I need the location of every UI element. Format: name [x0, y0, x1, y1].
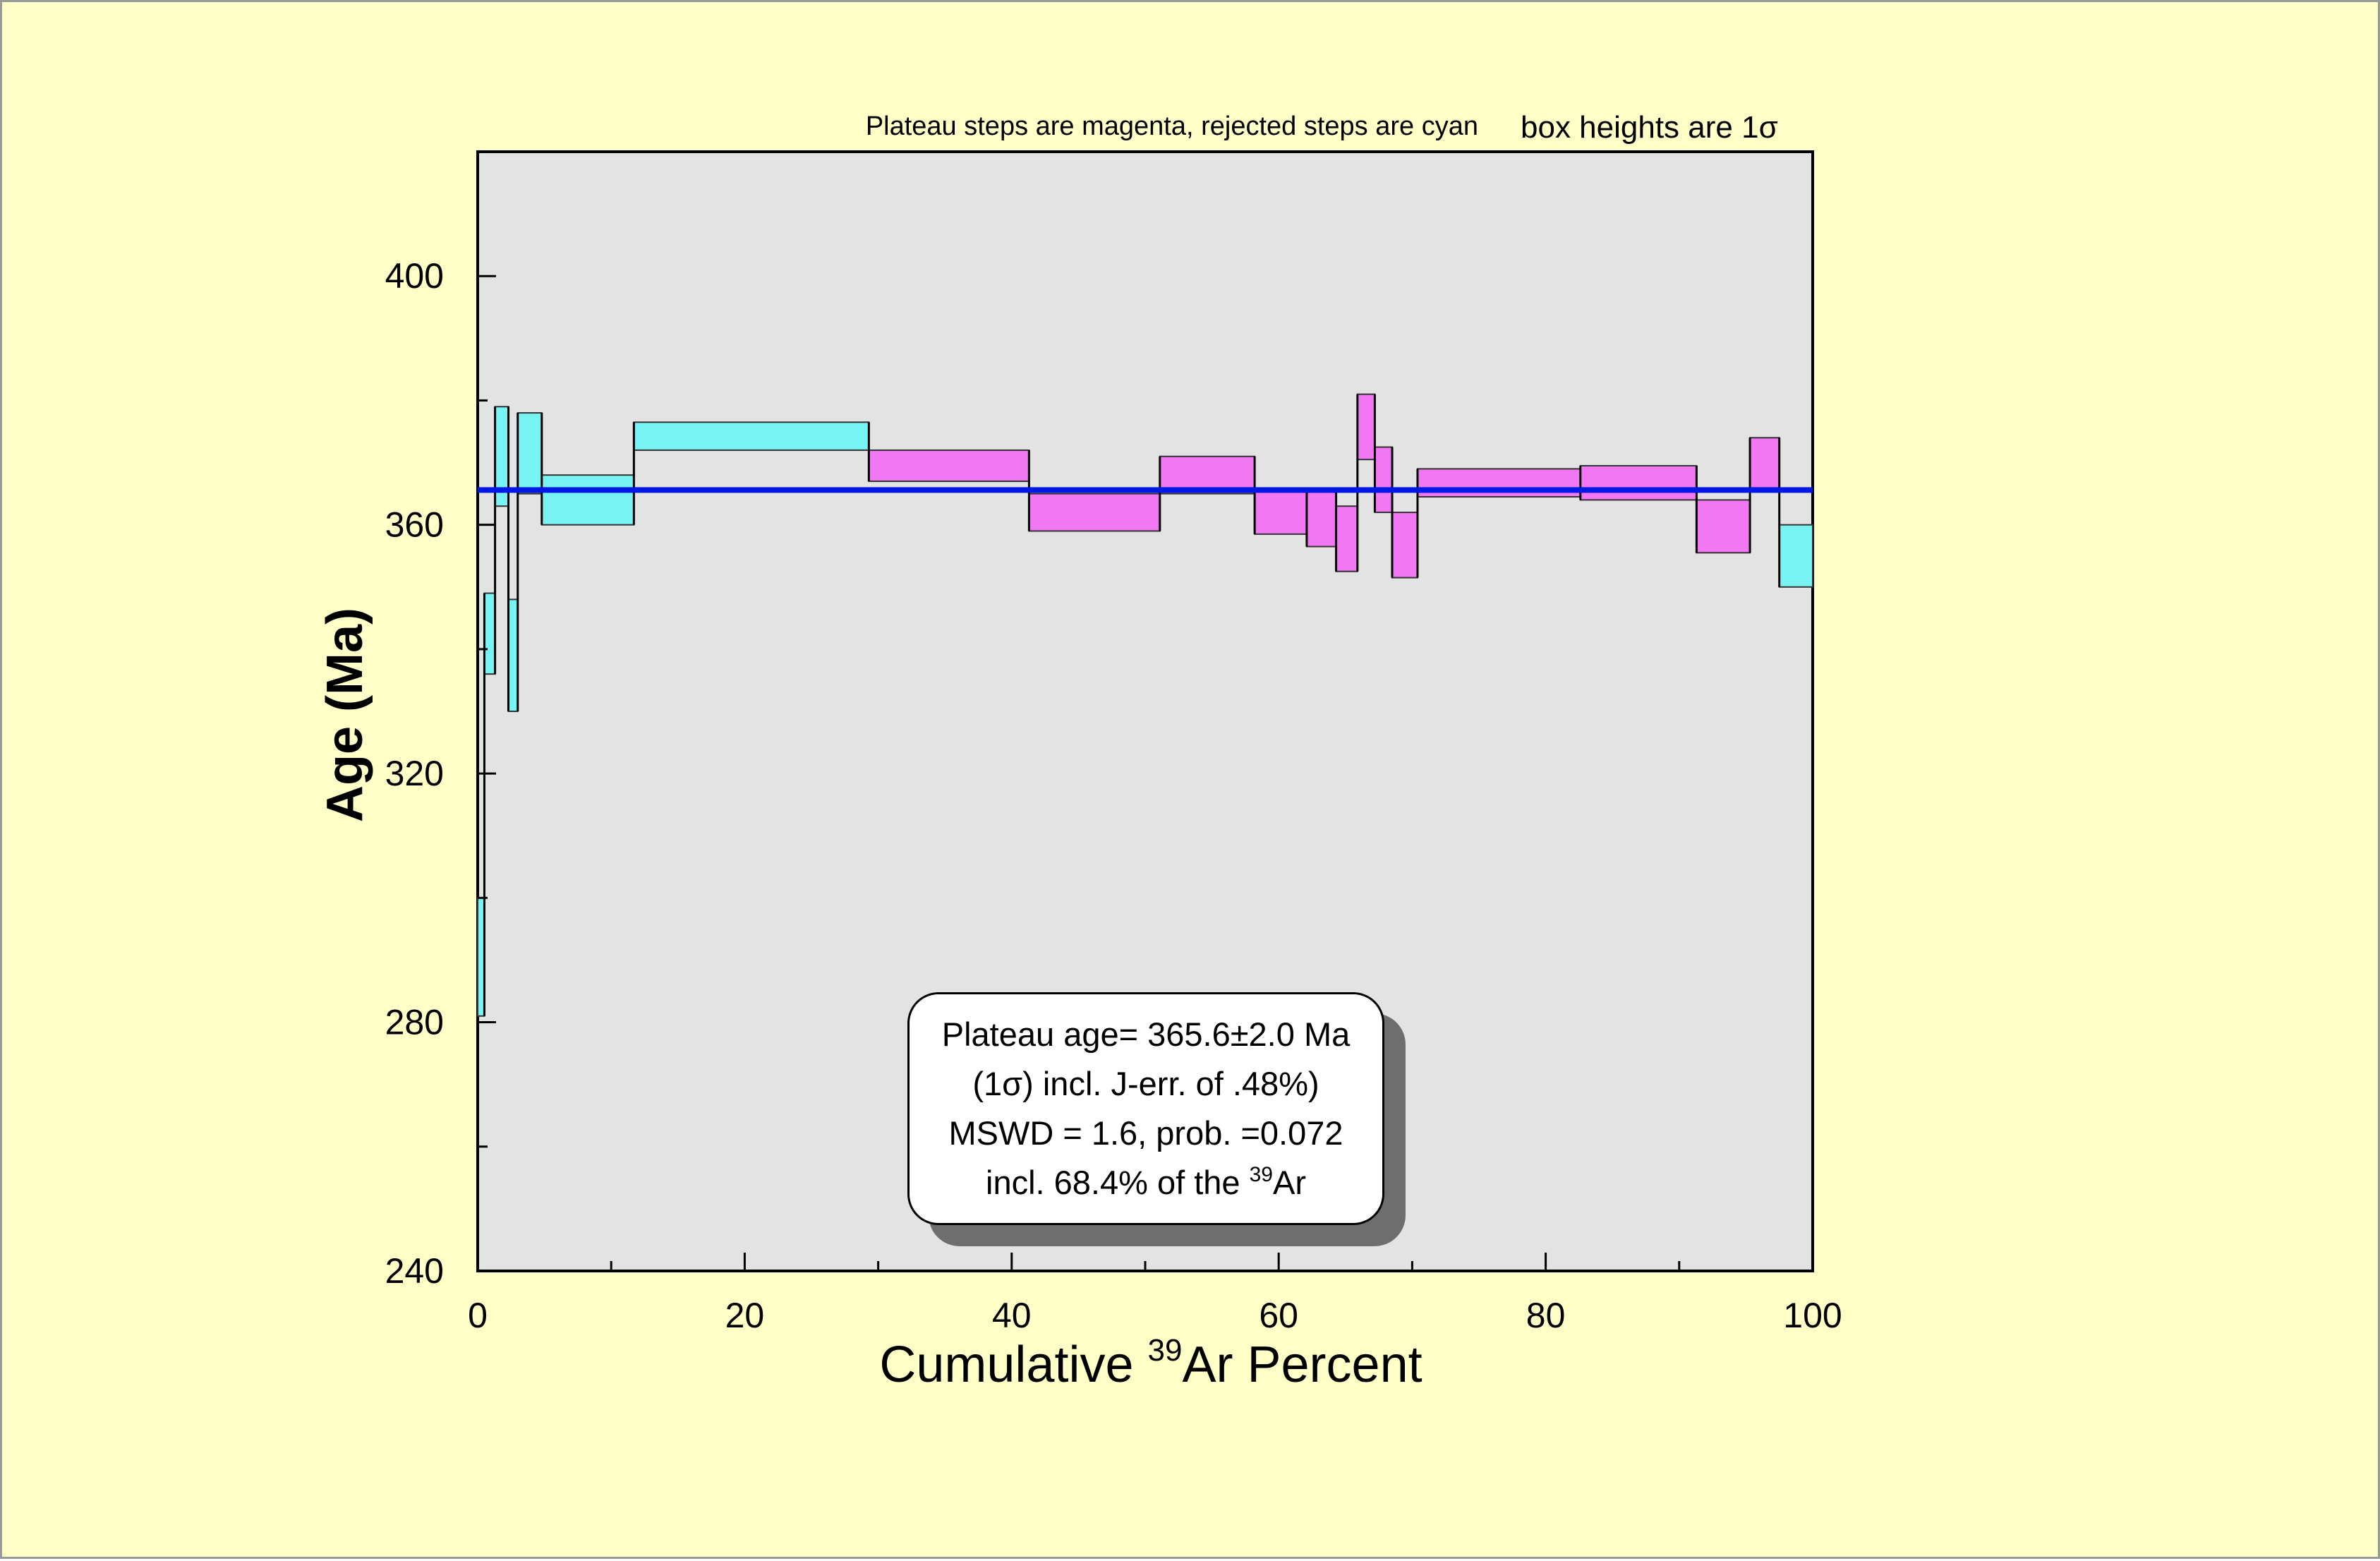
x-axis-title-end: Ar Percent: [1182, 1337, 1422, 1393]
y-tick-label: 240: [385, 1251, 444, 1291]
plateau-step-18: [1579, 464, 1698, 501]
plateau-step-12: [1305, 490, 1337, 548]
rejected-step-7: [633, 421, 870, 451]
plateau-info-box: Plateau age= 365.6±2.0 Ma (1σ) incl. J-e…: [907, 992, 1384, 1225]
rejected-step-2: [483, 592, 496, 675]
plateau-step-15: [1374, 446, 1394, 514]
x-axis-title-start: Cumulative: [879, 1337, 1147, 1393]
error-note-text: (1σ) incl. J-err. of .48%): [972, 1059, 1319, 1109]
x-tick-label: 20: [725, 1296, 765, 1335]
plateau-step-11: [1254, 490, 1307, 535]
sigma-note: box heights are 1σ: [1521, 110, 1778, 145]
mswd-text: MSWD = 1.6, prob. =0.072: [948, 1114, 1343, 1152]
error-note-sigma: σ: [1002, 1065, 1023, 1102]
plateau-age-text: Plateau age= 365.6±2.0 Ma: [941, 1015, 1351, 1053]
plateau-step-19: [1696, 499, 1751, 554]
argon-fraction-end: Ar: [1273, 1164, 1306, 1201]
x-axis-title-sup: 39: [1148, 1333, 1183, 1368]
x-axis-title: Cumulative 39Ar Percent: [879, 1333, 1422, 1393]
header-note: Plateau steps are magenta, rejected step…: [866, 112, 1478, 141]
argon-fraction-start: incl. 68.4% of the: [986, 1164, 1250, 1201]
x-tick-label: 60: [1259, 1296, 1298, 1335]
plateau-step-16: [1391, 512, 1418, 579]
plateau-step-13: [1335, 505, 1358, 572]
plateau-step-8: [868, 449, 1030, 482]
error-note-rest: ) incl. J-err. of .48%): [1022, 1065, 1319, 1102]
x-tick-label: 0: [468, 1296, 488, 1335]
y-tick-label: 360: [385, 505, 444, 545]
x-tick-label: 100: [1783, 1296, 1842, 1335]
error-note-open: (1: [972, 1065, 1003, 1102]
x-tick-label: 40: [992, 1296, 1032, 1335]
rejected-step-4: [507, 598, 519, 713]
ticks-layer: 0 20 40 60 80 100 240 280 320 360 400: [385, 150, 1842, 1335]
sigma-note-symbol: σ: [1759, 110, 1778, 145]
y-tick-label: 280: [385, 1003, 444, 1042]
plateau-step-20: [1749, 437, 1780, 492]
plateau-step-9: [1028, 493, 1161, 532]
y-tick-label: 400: [385, 256, 444, 296]
y-tick-label: 320: [385, 754, 444, 793]
rejected-step-21: [1778, 524, 1813, 588]
argon-fraction-text: incl. 68.4% of the 39Ar: [986, 1158, 1306, 1207]
steps-layer: [477, 393, 1813, 1017]
rejected-step-6: [540, 474, 635, 526]
x-tick-label: 80: [1526, 1296, 1566, 1335]
sigma-note-prefix: box heights are 1: [1521, 110, 1759, 145]
rejected-step-5: [517, 412, 543, 495]
argon-fraction-sup: 39: [1249, 1163, 1273, 1186]
plateau-step-14: [1356, 393, 1376, 461]
y-axis-title: Age (Ma): [317, 608, 373, 822]
